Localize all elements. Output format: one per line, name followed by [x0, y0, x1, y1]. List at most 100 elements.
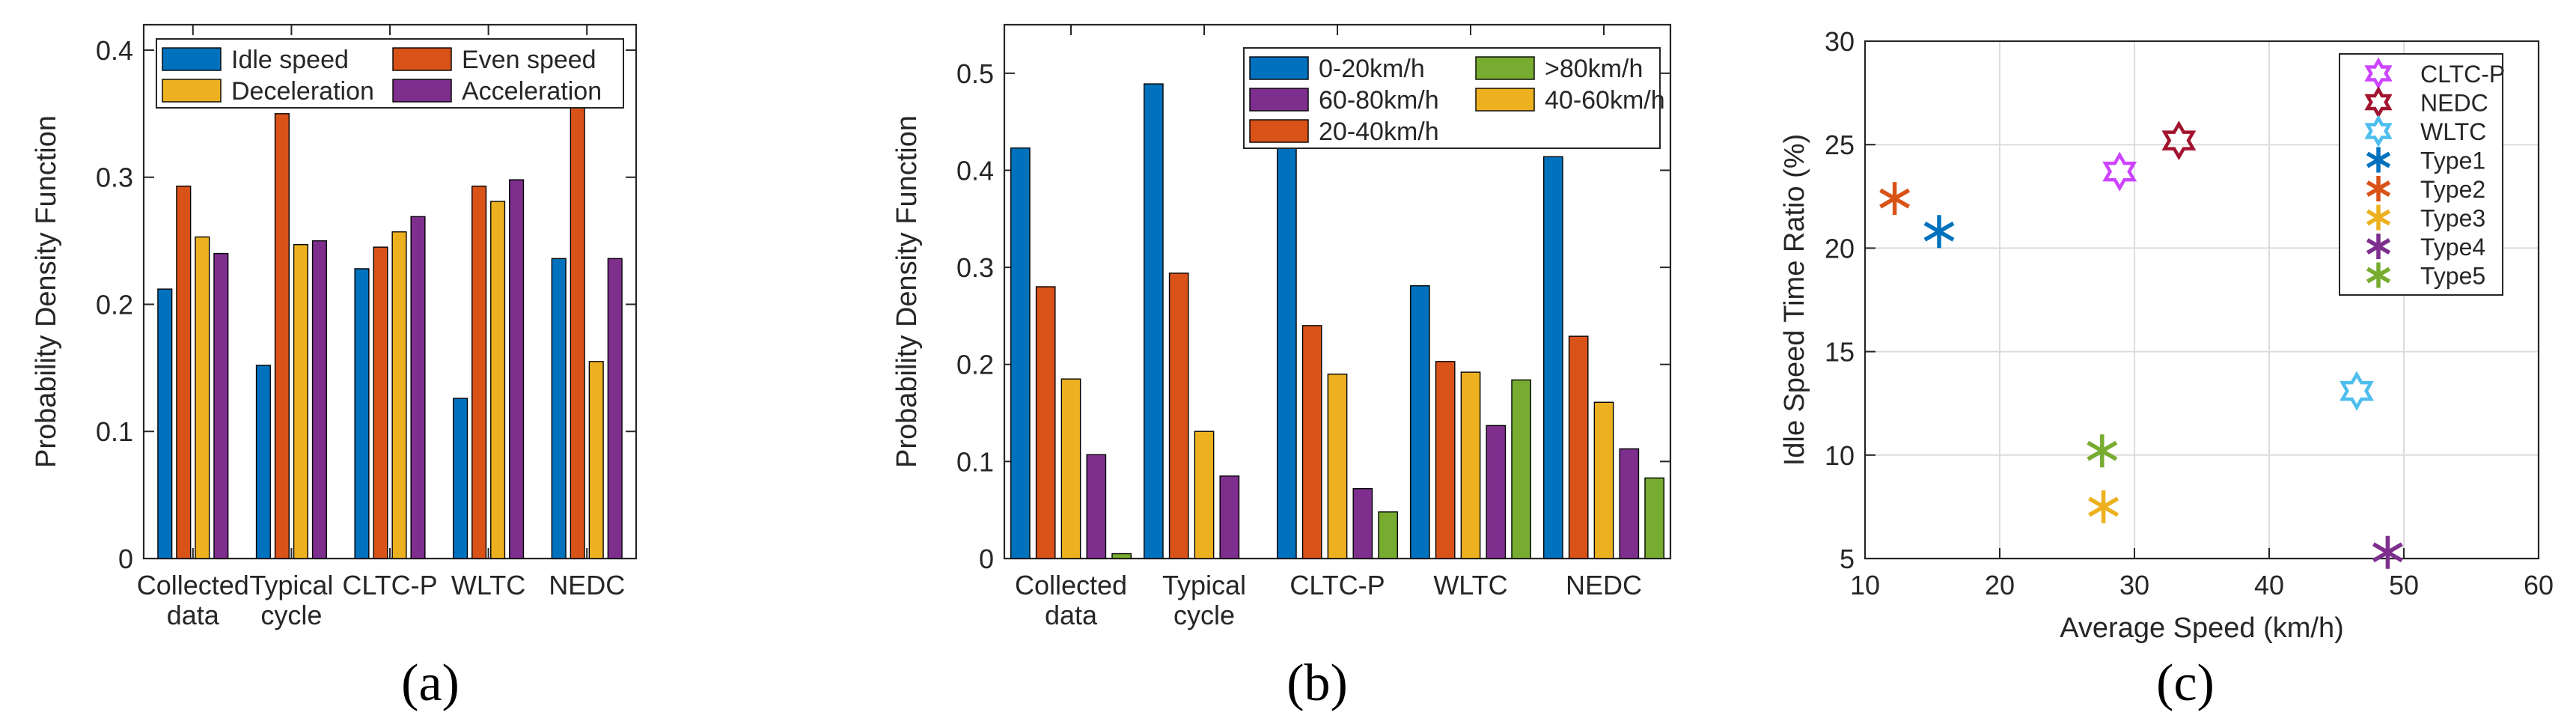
chart-b-bar-0-20km-h: [1277, 121, 1297, 559]
chart-b-legend-label: 20-40km/h: [1319, 118, 1439, 146]
chart-c-ytick-label: 30: [1825, 26, 1855, 57]
chart-c-legend-label: Type1: [2420, 147, 2485, 174]
chart-a-legend-swatch: [162, 47, 222, 71]
chart-c-point-nedc: [2161, 121, 2197, 161]
chart-b-bar-60-80km-h: [1086, 454, 1107, 559]
chart-a-bar-idle-speed: [354, 268, 370, 559]
chart-c-point-type4: [2372, 535, 2403, 569]
chart-a-legend-label: Deceleration: [231, 77, 374, 106]
chart-c-legend-marker: [2366, 262, 2391, 288]
chart-c-legend-label: Type4: [2420, 234, 2485, 261]
chart-b-legend-swatch: [1249, 56, 1309, 80]
chart-c-xtick-label: 30: [2119, 570, 2149, 600]
chart-c-point-type3: [2088, 490, 2119, 523]
chart-b-xtick-label: Collected: [1015, 570, 1127, 600]
chart-c-point-type5-stroke: [2087, 440, 2118, 461]
chart-b-legend-label: 0-20km/h: [1319, 55, 1425, 83]
chart-c-ytick-label: 20: [1825, 233, 1855, 264]
chart-c-legend-box: [2339, 53, 2503, 296]
chart-b-ytick-label: 0.4: [956, 155, 994, 186]
chart-c-ytick-label: 5: [1840, 544, 1855, 574]
chart-b-xtick-label: cycle: [1173, 600, 1235, 630]
chart-b-ytick-label: 0.2: [956, 350, 994, 380]
chart-b-legend-box: [1243, 47, 1661, 149]
chart-c-xtick-label: 40: [2254, 570, 2284, 600]
chart-c-point-type2-stroke: [1879, 188, 1911, 209]
chart-b-xtick-label: WLTC: [1433, 570, 1507, 600]
chart-b-legend-swatch: [1249, 88, 1309, 112]
chart-c-legend-marker: [2364, 115, 2393, 147]
chart-c-point-type5: [2087, 434, 2118, 468]
chart-c-xtick-label: 60: [2524, 570, 2554, 600]
chart-c-legend-marker-stroke: [2366, 209, 2391, 226]
chart-a-xtick-label: Collected: [137, 570, 249, 600]
chart-b-bar--80km-h: [1511, 379, 1531, 559]
chart-a-ytick-label: 0: [118, 544, 133, 574]
chart-a-xtick-label: cycle: [260, 600, 322, 630]
chart-c-xlabel: Average Speed (km/h): [2060, 612, 2344, 644]
chart-a-xtick-label: CLTC-P: [342, 570, 437, 600]
chart-c-legend-marker-stroke: [2366, 151, 2391, 168]
chart-b-legend-label: >80km/h: [1545, 55, 1643, 83]
chart-c-legend-marker: [2366, 176, 2391, 201]
chart-a-legend-label: Acceleration: [462, 77, 602, 106]
chart-b-bar-40-60km-h: [1460, 371, 1481, 559]
chart-a-ytick-label: 0.1: [96, 416, 133, 447]
chart-a-ytick-label: 0.3: [96, 162, 133, 193]
chart-b-ylabel: Probability Density Function: [891, 115, 923, 468]
chart-a-bar-deceleration: [293, 243, 308, 559]
chart-b-ytick-label: 0.3: [956, 252, 994, 283]
chart-b-ytick-label: 0: [979, 544, 994, 574]
chart-c-legend-marker: [2366, 234, 2391, 259]
chart-a-bar-deceleration: [588, 361, 604, 559]
chart-b-bar-0-20km-h: [1010, 147, 1031, 559]
chart-a-legend-swatch: [392, 79, 452, 103]
chart-b-legend-label: 40-60km/h: [1545, 86, 1665, 115]
chart-c-xtick-label: 50: [2389, 570, 2419, 600]
chart-a-bar-even-speed: [373, 246, 388, 559]
chart-a-bar-deceleration: [391, 231, 407, 559]
panel-label-c: (c): [2156, 654, 2215, 712]
chart-b-bar-40-60km-h: [1593, 401, 1614, 559]
chart-c-ylabel: Idle Speed Time Ratio (%): [1779, 134, 1810, 466]
chart-a-bar-acceleration: [311, 240, 327, 559]
chart-b-bar-0-20km-h: [1410, 285, 1430, 559]
chart-b-bar-20-40km-h: [1435, 361, 1456, 559]
chart-b-bar-40-60km-h: [1327, 373, 1348, 559]
chart-c-legend-marker: [2366, 204, 2391, 231]
chart-b-bar-20-40km-h: [1168, 273, 1189, 559]
chart-c-point-wltc: [2340, 371, 2374, 411]
chart-a-ytick-label: 0.2: [96, 289, 133, 320]
chart-b-bar-60-80km-h: [1486, 425, 1507, 559]
chart-c-point-type4-stroke: [2372, 542, 2403, 563]
chart-b-bar-40-60km-h: [1194, 431, 1215, 559]
chart-c-legend-marker: [2366, 147, 2391, 173]
chart-b-xtick-label: data: [1045, 600, 1098, 630]
chart-c-axes-box: [1864, 40, 2540, 560]
chart-b-bar-0-20km-h: [1543, 156, 1563, 559]
chart-b-bar-20-40km-h: [1301, 325, 1322, 559]
chart-a-legend-box: [156, 38, 624, 109]
chart-c-ytick-label: 15: [1825, 337, 1855, 368]
chart-c-point-type3-stroke: [2088, 496, 2119, 517]
chart-a-bar-idle-speed: [453, 398, 468, 559]
chart-b-ytick-label: 0.1: [956, 446, 994, 477]
chart-c-xtick-label: 20: [1985, 570, 2015, 600]
chart-a-bar-acceleration: [410, 216, 426, 559]
chart-a-bar-deceleration: [490, 201, 506, 559]
chart-c-legend-label: CLTC-P: [2420, 61, 2505, 88]
chart-b-bar--80km-h: [1111, 553, 1132, 559]
chart-b-bar-60-80km-h: [1219, 475, 1240, 559]
chart-a-xtick-label: WLTC: [451, 570, 525, 600]
chart-a-legend-label: Even speed: [462, 46, 596, 74]
chart-c-ytick-label: 10: [1825, 440, 1855, 471]
chart-c-legend-label: NEDC: [2420, 90, 2488, 117]
chart-b-legend-swatch: [1475, 56, 1535, 80]
chart-a-ylabel: Probability Density Function: [31, 115, 62, 468]
chart-b-xtick-label: NEDC: [1566, 570, 1642, 600]
chart-c-point-type1-stroke: [1923, 221, 1955, 242]
chart-a-bar-idle-speed: [157, 288, 173, 559]
chart-c-legend-label: Type3: [2420, 205, 2485, 232]
